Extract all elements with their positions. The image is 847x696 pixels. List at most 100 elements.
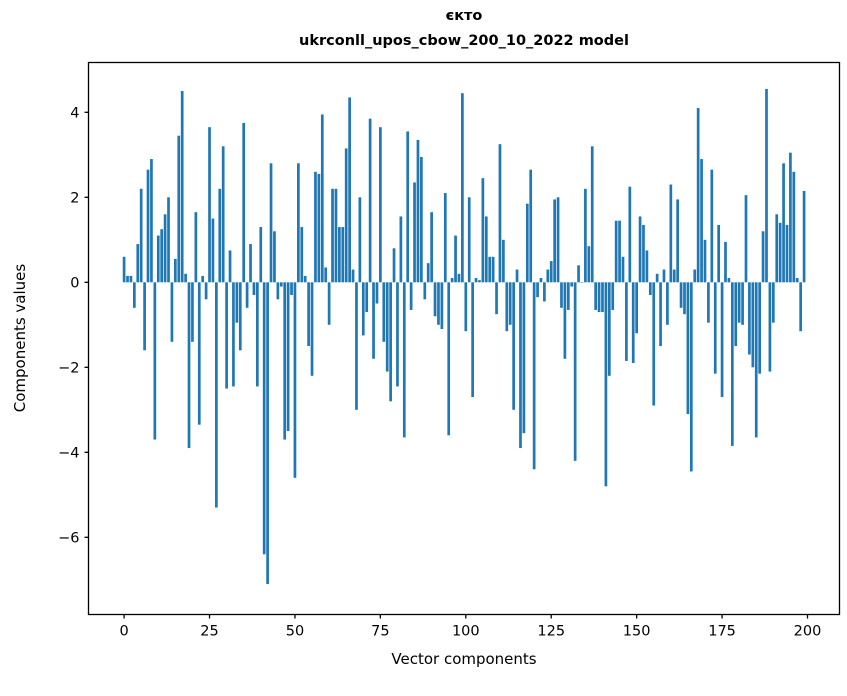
bar: [642, 224, 645, 283]
bar: [532, 282, 536, 470]
bar: [672, 269, 676, 283]
bar: [382, 282, 386, 342]
bar: [676, 199, 679, 283]
bar: [262, 282, 266, 555]
bar: [464, 282, 468, 332]
bar: [792, 171, 796, 283]
bar: [365, 282, 369, 313]
bar: [399, 216, 403, 283]
x-tick-label: 25: [200, 624, 218, 640]
x-tick-label: 100: [452, 624, 480, 640]
bar: [139, 188, 143, 283]
bar: [235, 282, 239, 323]
bar: [167, 197, 170, 283]
bar: [208, 127, 211, 283]
bar: [761, 231, 765, 283]
bar: [457, 273, 461, 283]
bar: [635, 282, 638, 334]
bar: [348, 97, 351, 283]
bar: [259, 227, 263, 283]
x-tick-label: 50: [286, 624, 304, 640]
bar: [344, 148, 348, 283]
bar: [546, 269, 550, 283]
bar: [607, 282, 611, 376]
bar: [355, 282, 358, 410]
bar: [218, 188, 222, 283]
bar: [775, 214, 779, 283]
bar: [266, 282, 269, 585]
bar: [522, 282, 526, 434]
bar: [481, 178, 485, 283]
chart-title: ukrconll_upos_cbow_200_10_2022 model: [299, 33, 629, 49]
x-tick-label: 75: [371, 624, 389, 640]
bar: [273, 231, 276, 283]
bar: [327, 282, 331, 325]
bar: [549, 261, 553, 283]
bar: [201, 275, 205, 283]
bars-group: [122, 88, 806, 585]
bar: [700, 159, 703, 283]
bar: [184, 273, 187, 283]
bar: [758, 282, 762, 374]
bar: [789, 152, 792, 283]
bar: [290, 282, 293, 296]
bar: [751, 282, 755, 368]
bar: [594, 282, 597, 310]
bar: [461, 93, 464, 283]
bar: [249, 244, 252, 283]
bar: [430, 212, 433, 283]
bar: [163, 214, 167, 283]
bar: [307, 282, 310, 347]
bar: [566, 282, 570, 310]
bar: [563, 282, 567, 359]
bar: [628, 186, 632, 283]
bar: [177, 135, 181, 283]
x-axis-label: Vector components: [391, 650, 536, 668]
bar: [543, 282, 546, 302]
bar: [150, 159, 153, 283]
bar: [560, 282, 563, 308]
bar: [341, 227, 345, 283]
bar: [625, 282, 628, 361]
bar: [515, 269, 519, 283]
y-tick-label: 4: [70, 105, 79, 121]
bar: [320, 114, 324, 283]
y-tick-label: −4: [58, 445, 79, 461]
bar: [741, 282, 744, 325]
bar: [221, 146, 225, 283]
bar: [358, 197, 362, 283]
bar: [590, 146, 594, 283]
bar: [502, 239, 505, 283]
axes-group: [84, 61, 841, 619]
bar: [795, 278, 799, 283]
bar: [361, 282, 365, 336]
bar: [143, 282, 146, 351]
bar: [748, 282, 751, 355]
bar: [638, 216, 642, 283]
bar: [689, 282, 693, 472]
bar: [279, 282, 283, 287]
bar: [126, 275, 129, 283]
bar: [146, 169, 150, 283]
bar: [519, 282, 522, 449]
axes-spines: [87, 61, 841, 616]
bar: [648, 282, 652, 296]
bar: [317, 173, 321, 283]
bar: [508, 282, 512, 325]
bar: [238, 282, 242, 351]
bar: [683, 282, 686, 315]
bar: [614, 220, 618, 283]
bar: [553, 199, 556, 283]
bar: [454, 235, 457, 283]
y-tick-label: 0: [70, 275, 79, 291]
bar: [536, 282, 539, 298]
bar: [437, 282, 440, 325]
bar: [379, 127, 382, 283]
bar: [584, 188, 587, 283]
bar: [717, 224, 721, 283]
bar: [471, 282, 474, 398]
bar: [737, 282, 741, 323]
bar: [727, 278, 731, 283]
bar: [225, 282, 228, 389]
bar: [447, 282, 451, 436]
